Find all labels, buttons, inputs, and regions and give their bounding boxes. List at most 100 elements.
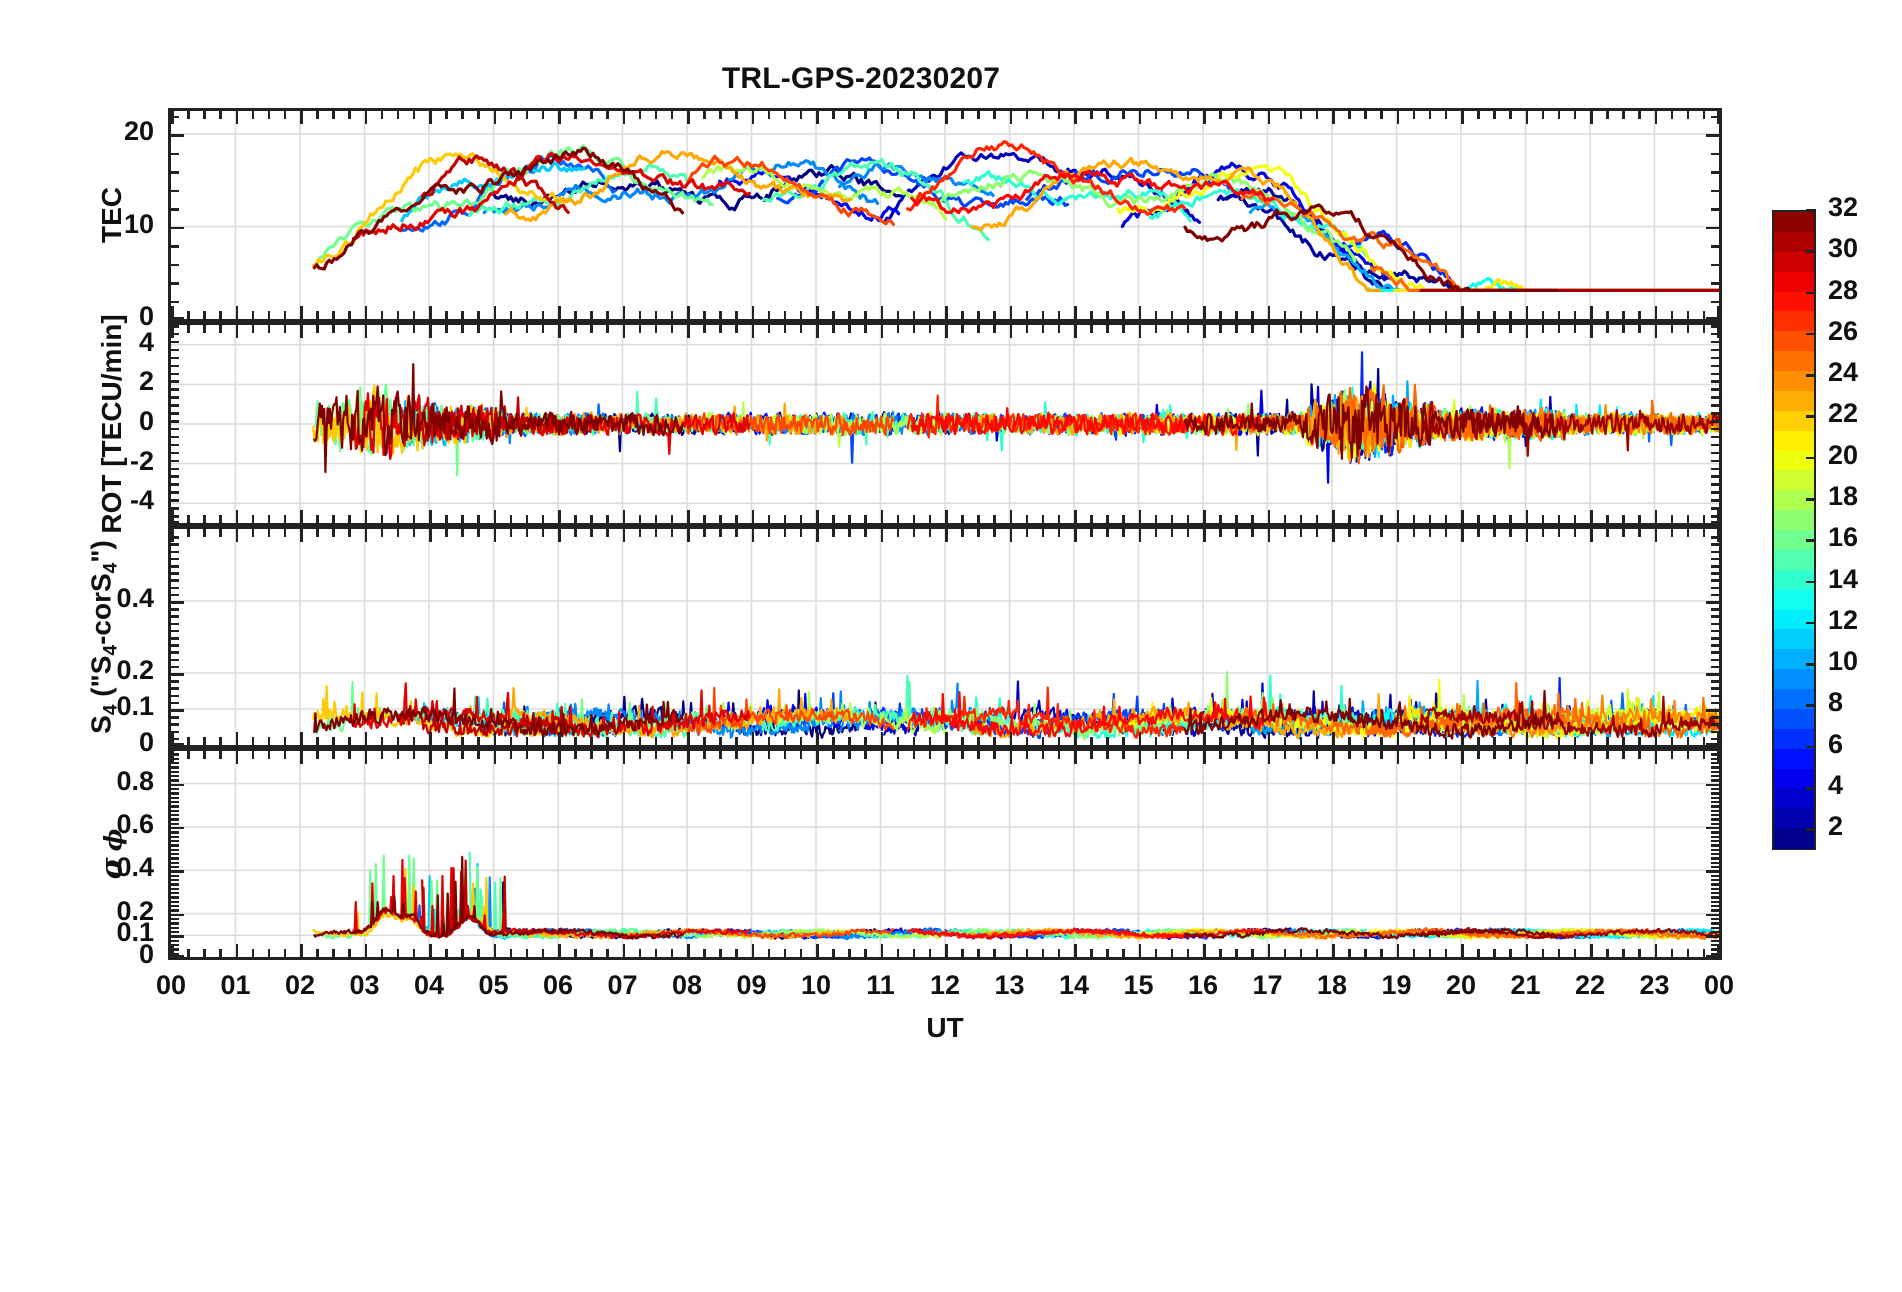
colorbar-swatch <box>1774 808 1814 830</box>
axis-tick <box>1283 737 1287 745</box>
axis-tick <box>1573 529 1577 537</box>
axis-tick <box>509 949 513 957</box>
axis-tick <box>1711 774 1719 778</box>
axis-tick <box>638 311 642 319</box>
axis-tick <box>171 861 179 865</box>
axis-tick <box>832 949 835 957</box>
axis-tick <box>751 944 754 957</box>
axis-tick <box>1557 311 1561 319</box>
axis-tick <box>799 751 803 759</box>
axis-tick <box>1711 887 1719 891</box>
colorbar-swatch <box>1774 450 1814 472</box>
x-tick-label: 13 <box>994 970 1025 1000</box>
axis-tick <box>1711 483 1719 486</box>
axis-tick <box>1074 510 1077 523</box>
axis-tick <box>1711 939 1719 943</box>
axis-tick <box>606 515 609 523</box>
axis-tick <box>1315 325 1319 333</box>
axis-tick <box>300 944 303 957</box>
axis-tick <box>1251 325 1254 333</box>
axis-tick <box>412 949 416 957</box>
axis-tick <box>364 751 367 764</box>
axis-tick <box>719 737 722 745</box>
colorbar-swatch <box>1774 788 1814 810</box>
axis-tick <box>1711 874 1719 878</box>
axis-tick <box>896 111 900 119</box>
axis-tick <box>1590 751 1593 764</box>
colorbar-tick-label: 18 <box>1828 481 1859 512</box>
axis-tick <box>171 629 179 633</box>
axis-tick <box>219 737 222 745</box>
axis-tick <box>687 751 690 764</box>
axis-tick <box>654 751 658 759</box>
axis-tick <box>1090 751 1093 759</box>
axis-tick <box>1477 949 1480 957</box>
axis-tick <box>1267 306 1270 319</box>
axis-tick <box>429 510 432 523</box>
axis-tick <box>1711 388 1719 391</box>
axis-tick <box>1122 311 1125 319</box>
axis-tick <box>1654 325 1657 338</box>
axis-tick <box>1711 208 1719 211</box>
axis-tick <box>848 529 851 537</box>
colorbar-swatch <box>1774 708 1814 730</box>
x-tick-label: 23 <box>1639 970 1670 1000</box>
axis-tick <box>332 529 335 537</box>
axis-tick <box>235 732 238 745</box>
axis-tick <box>1711 651 1719 654</box>
axis-tick <box>445 751 448 759</box>
axis-tick <box>880 732 883 745</box>
axis-tick <box>1622 325 1625 333</box>
axis-tick <box>670 529 674 537</box>
axis-tick <box>1154 325 1158 333</box>
axis-tick <box>171 930 179 934</box>
axis-tick <box>1186 111 1190 119</box>
axis-tick <box>896 949 900 957</box>
axis-tick <box>1396 944 1399 957</box>
axis-tick <box>1461 751 1464 764</box>
axis-tick <box>1219 111 1222 119</box>
axis-tick <box>171 917 179 921</box>
axis-tick <box>848 949 851 957</box>
panel-s4 <box>168 526 1722 748</box>
axis-tick <box>832 529 835 537</box>
axis-tick <box>300 306 303 319</box>
axis-tick <box>171 730 179 734</box>
axis-tick <box>477 311 480 319</box>
axis-tick <box>1711 694 1719 698</box>
axis-tick <box>945 510 948 523</box>
axis-tick <box>493 510 496 523</box>
axis-tick <box>1670 325 1674 333</box>
axis-tick <box>1711 622 1719 626</box>
axis-tick <box>590 529 593 537</box>
axis-tick <box>1090 111 1093 119</box>
axis-tick <box>1509 529 1512 537</box>
axis-tick <box>1251 949 1254 957</box>
axis-tick <box>1493 311 1496 319</box>
colorbar-swatch <box>1774 748 1814 770</box>
axis-tick <box>1590 529 1593 542</box>
axis-tick <box>461 515 464 523</box>
axis-tick <box>171 420 179 423</box>
axis-tick <box>171 543 179 546</box>
colorbar-tick <box>1806 250 1816 253</box>
axis-tick <box>1573 111 1577 119</box>
axis-tick <box>735 949 738 957</box>
axis-tick <box>1541 529 1545 537</box>
axis-tick <box>1057 515 1061 523</box>
axis-tick <box>1711 245 1719 248</box>
axis-tick <box>1711 637 1719 640</box>
axis-tick <box>171 909 179 912</box>
axis-tick <box>1009 732 1012 745</box>
axis-tick <box>171 883 179 886</box>
colorbar-swatch <box>1774 291 1814 313</box>
axis-tick <box>719 311 722 319</box>
axis-tick <box>590 949 593 957</box>
axis-tick <box>171 870 184 873</box>
colorbar-tick-label: 28 <box>1828 274 1859 305</box>
axis-tick <box>1396 325 1399 338</box>
axis-tick <box>654 949 658 957</box>
axis-tick <box>1711 883 1719 886</box>
axis-tick <box>203 111 206 119</box>
axis-tick <box>622 111 625 124</box>
